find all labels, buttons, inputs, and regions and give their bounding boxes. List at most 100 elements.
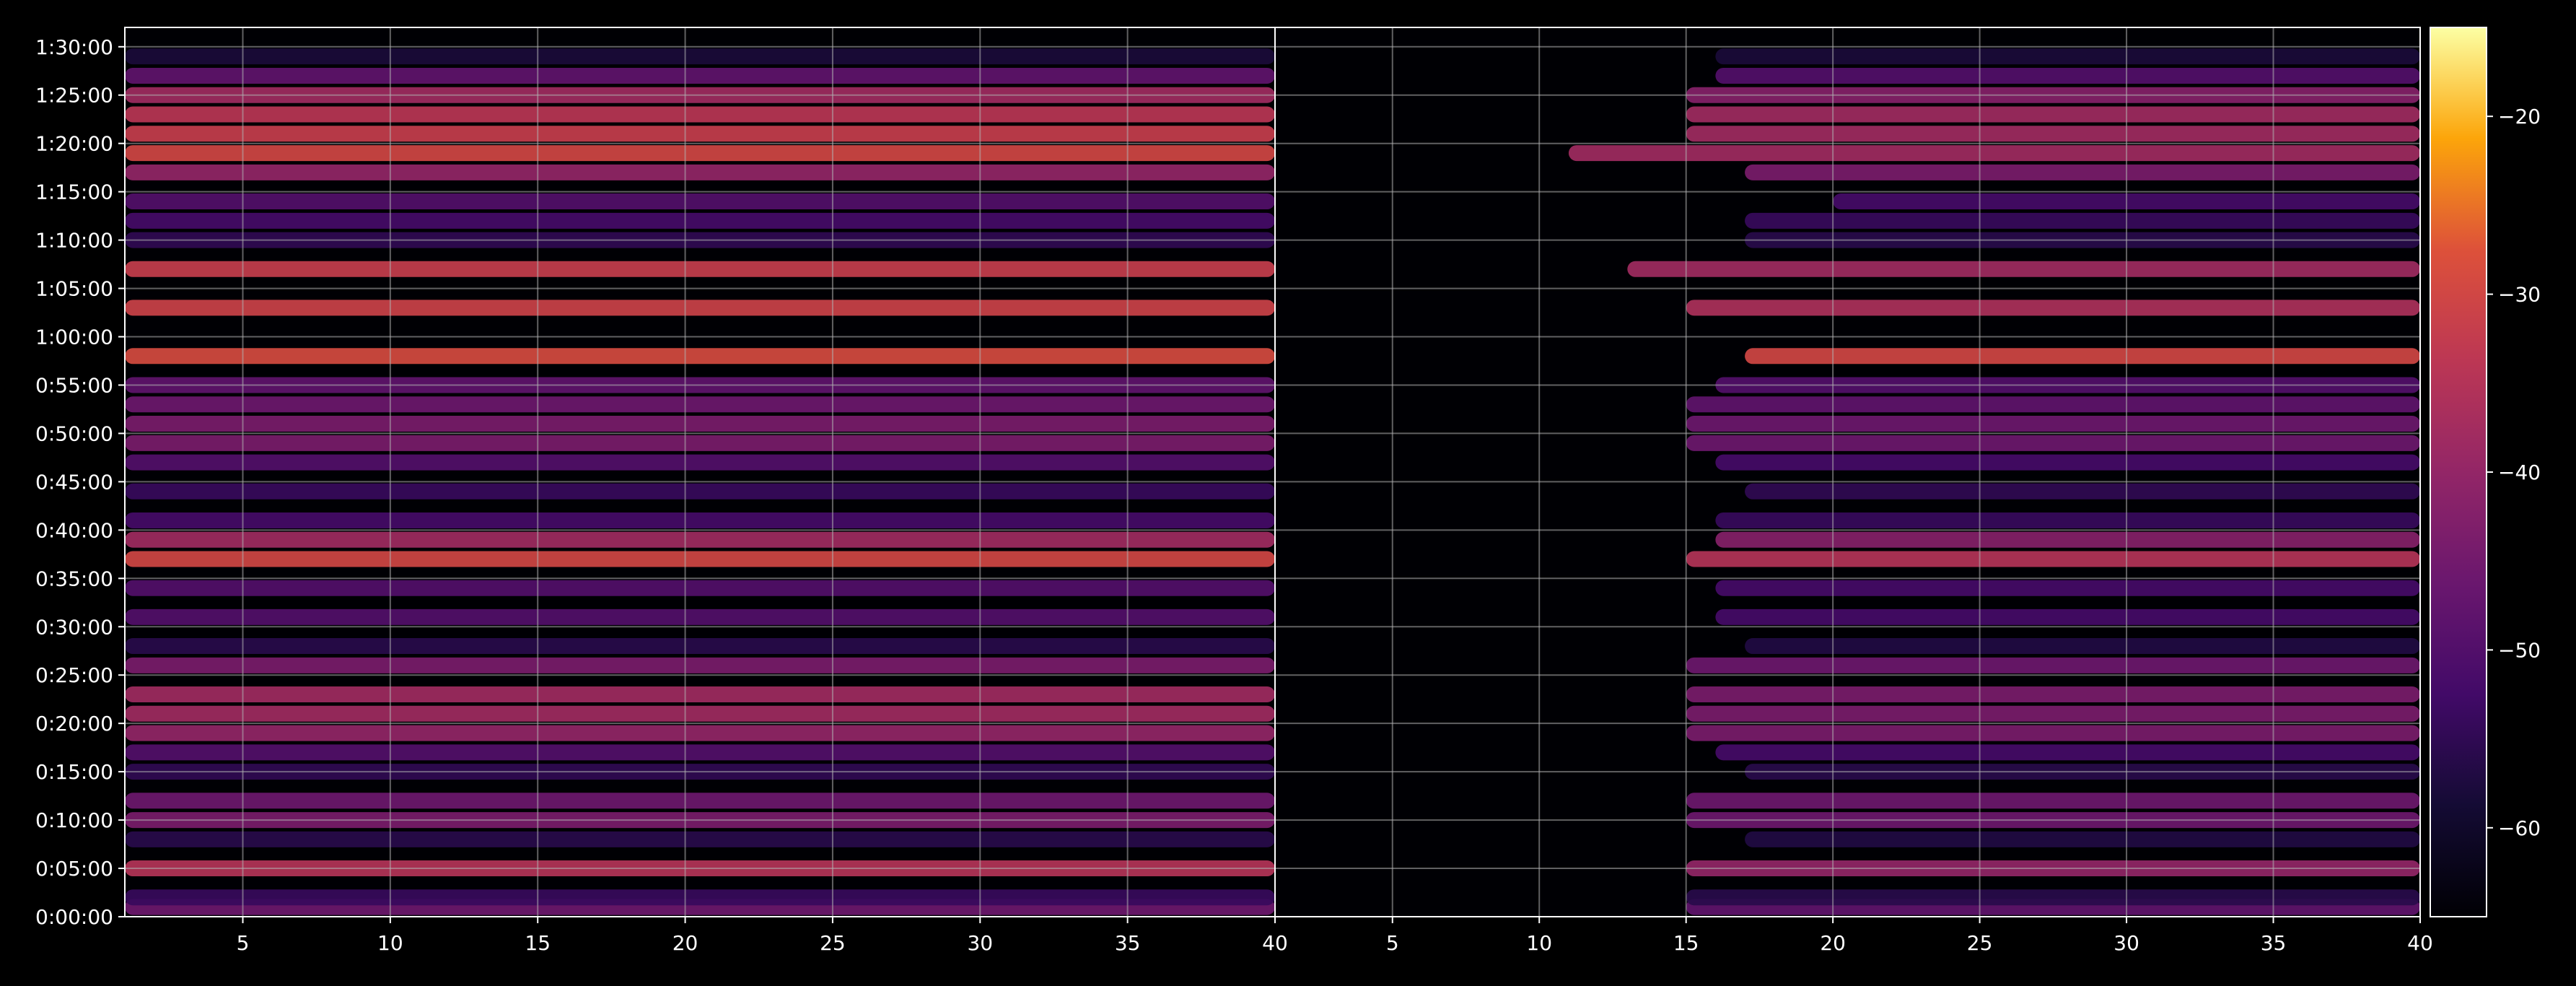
heatmap-band-right	[1686, 300, 2420, 316]
y-tick-label: 0:30:00	[35, 615, 113, 639]
heatmap-band-left	[125, 48, 1275, 65]
heatmap-band-left	[125, 483, 1275, 499]
heatmap-band-left	[125, 889, 1275, 906]
heatmap-band-left	[125, 396, 1275, 413]
heatmap-band-left	[125, 512, 1275, 528]
heatmap-band-right	[1686, 793, 2420, 809]
heatmap-band-right	[1686, 416, 2420, 432]
x-tick-label: 15	[1673, 931, 1699, 955]
x-tick-label: 10	[1526, 931, 1552, 955]
heatmap-band-right	[1745, 348, 2420, 365]
heatmap-band-left	[125, 212, 1275, 229]
y-tick-label: 0:15:00	[35, 760, 113, 784]
x-tick-label: 15	[525, 931, 551, 955]
y-tick-label: 0:10:00	[35, 808, 113, 832]
heatmap-band-left	[125, 608, 1275, 625]
heatmap-band-left	[125, 454, 1275, 471]
colorbar-tick-label: −30	[2498, 283, 2541, 307]
gridlines	[125, 27, 2421, 917]
x-tick-label: 40	[1262, 931, 1288, 955]
heatmap-band-left	[125, 106, 1275, 123]
x-tick-label: 25	[820, 931, 846, 955]
heatmap-band-left	[125, 793, 1275, 809]
x-tick-label: 30	[967, 931, 993, 955]
colorbar-tick-label: −20	[2498, 105, 2541, 128]
heatmap-band-right	[1686, 705, 2420, 722]
heatmap-band-left	[125, 831, 1275, 847]
y-tick-label: 0:35:00	[35, 567, 113, 590]
heatmap-band-left	[125, 580, 1275, 596]
x-tick-label: 35	[2261, 931, 2287, 955]
heatmap-band-left	[125, 638, 1275, 655]
x-tick-label: 40	[2407, 931, 2433, 955]
heatmap-band-left	[125, 145, 1275, 162]
heatmap-band-left	[125, 300, 1275, 316]
heatmap-band-right	[1715, 531, 2420, 548]
heatmap-band-right	[1686, 126, 2420, 142]
heatmap-band-left	[125, 531, 1275, 548]
heatmap-band-left	[125, 551, 1275, 567]
heatmap-band-right	[1686, 686, 2420, 702]
right-panel-frame	[1274, 27, 2421, 917]
y-tick-label: 1:00:00	[35, 326, 113, 349]
x-tick-label: 5	[237, 931, 250, 955]
heatmap-band-right	[1715, 48, 2420, 65]
heatmap-left-panel	[125, 48, 1275, 915]
heatmap-band-left	[125, 67, 1275, 84]
heatmap-band-left	[125, 686, 1275, 702]
y-tick-label: 0:20:00	[35, 712, 113, 736]
x-tick-label: 30	[2113, 931, 2139, 955]
x-tick-label: 35	[1115, 931, 1141, 955]
heatmap-band-right	[1686, 551, 2420, 567]
x-tick-label: 10	[377, 931, 403, 955]
heatmap-band-right	[1715, 744, 2420, 761]
heatmap-band-right	[1745, 483, 2420, 499]
heatmap-band-right	[1745, 831, 2420, 847]
heatmap-band-right	[1745, 212, 2420, 229]
y-axis-ticks: 0:00:00 0:05:00 0:10:00 0:15:00 0:20:00 0:25:…	[35, 35, 125, 929]
heatmap-band-right	[1686, 725, 2420, 741]
y-tick-label: 1:15:00	[35, 180, 113, 204]
heatmap-band-right	[1745, 164, 2420, 180]
y-tick-label: 1:10:00	[35, 229, 113, 253]
heatmap-band-left	[125, 744, 1275, 761]
y-tick-label: 1:20:00	[35, 132, 113, 156]
x-tick-label: 5	[1386, 931, 1399, 955]
y-tick-label: 1:25:00	[35, 84, 113, 108]
heatmap-band-right	[1715, 580, 2420, 596]
heatmap-band-right	[1568, 145, 2420, 162]
heatmap-band-left	[125, 435, 1275, 451]
y-tick-label: 0:25:00	[35, 663, 113, 687]
colorbar	[2430, 27, 2487, 917]
heatmap-band-left	[125, 657, 1275, 673]
colorbar-ticks: −20 −30 −40 −50 −60	[2487, 105, 2541, 840]
heatmap-band-right	[1715, 67, 2420, 84]
colorbar-tick-label: −40	[2498, 461, 2541, 484]
x-tick-label: 20	[673, 931, 698, 955]
heatmap-band-left	[125, 126, 1275, 142]
heatmap-band-left	[125, 193, 1275, 210]
heatmap-band-left	[125, 261, 1275, 277]
heatmap-band-right	[1627, 261, 2420, 277]
y-tick-label: 0:00:00	[35, 905, 113, 929]
y-tick-label: 0:05:00	[35, 857, 113, 881]
heatmap-band-right	[1715, 512, 2420, 528]
heatmap-band-left	[125, 725, 1275, 741]
heatmap-band-left	[125, 705, 1275, 722]
heatmap-band-right	[1715, 608, 2420, 625]
x-tick-label: 25	[1967, 931, 1993, 955]
y-tick-label: 1:05:00	[35, 277, 113, 301]
y-tick-label: 0:50:00	[35, 422, 113, 445]
y-tick-label: 1:30:00	[35, 35, 113, 59]
heatmap-band-right	[1686, 889, 2420, 906]
colorbar-tick-label: −60	[2498, 816, 2541, 840]
x-axis-ticks: 5 10 15 20 25 30 35 40 5 10 15 20 25 30 35 40	[237, 917, 2433, 955]
y-tick-label: 0:40:00	[35, 518, 113, 542]
heatmap-band-right	[1686, 106, 2420, 123]
heatmap-band-right	[1686, 657, 2420, 673]
heatmap-band-left	[125, 348, 1275, 365]
y-tick-label: 0:55:00	[35, 373, 113, 397]
y-tick-label: 0:45:00	[35, 470, 113, 494]
